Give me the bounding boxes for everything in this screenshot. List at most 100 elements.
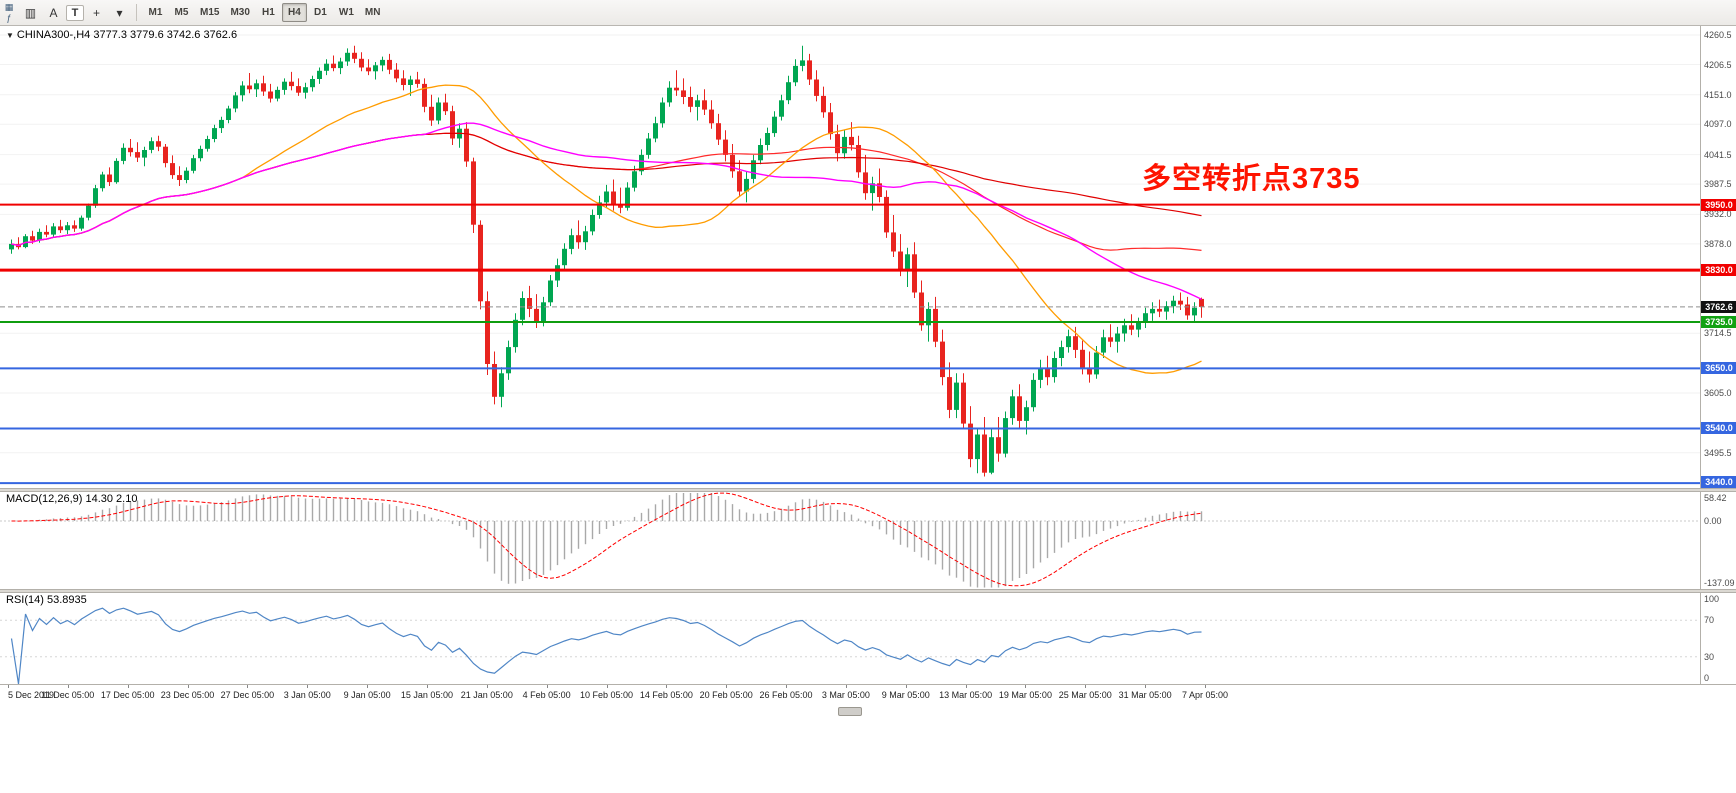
- price-tick-label: 3987.5: [1704, 179, 1732, 190]
- price-badge-3950.0: 3950.0: [1701, 198, 1736, 211]
- chart-grid-icon[interactable]: ▦: [4, 1, 14, 12]
- rsi-scale-label: 0: [1704, 673, 1710, 683]
- time-tick: [726, 685, 728, 688]
- time-tick: [1205, 685, 1206, 688]
- price-badge-3830.0: 3830.0: [1701, 264, 1736, 277]
- toolbar-separator: [136, 4, 137, 21]
- macd-canvas[interactable]: [0, 492, 1700, 589]
- time-tick: [67, 685, 69, 688]
- time-axis-label: 31 Mar 05:00: [1118, 690, 1172, 700]
- timeframe-button-m15[interactable]: M15: [200, 7, 220, 18]
- time-axis-label: 9 Mar 05:00: [881, 690, 930, 700]
- price-tick-label: 3495.5: [1704, 447, 1732, 458]
- rsi-label: RSI(14) 53.8935: [6, 594, 87, 606]
- time-tick: [546, 685, 548, 688]
- time-tick: [187, 685, 189, 688]
- cursor-tool-icon[interactable]: A: [49, 5, 58, 20]
- rsi-scale-label: 100: [1704, 594, 1720, 604]
- time-axis-label: 14 Feb 05:00: [639, 690, 693, 700]
- price-tick-label: 4206.5: [1704, 59, 1732, 70]
- time-axis-label: 3 Mar 05:00: [821, 690, 870, 700]
- time-axis-label: 25 Mar 05:00: [1058, 690, 1112, 700]
- ma-line-fast-orange: [11, 84, 1202, 374]
- text-tool-icon[interactable]: T: [66, 4, 84, 21]
- macd-signal-line: [11, 492, 1202, 587]
- price-badge-3762.6: 3762.6: [1701, 300, 1736, 313]
- price-tick-label: 4097.0: [1704, 119, 1732, 130]
- macd-axis[interactable]: 58.42 0.00 -137.09: [1700, 492, 1736, 589]
- chart-dropdown-icon[interactable]: ▼: [6, 31, 14, 40]
- timeframe-button-m30[interactable]: M30: [230, 7, 250, 18]
- time-axis-label: 20 Feb 05:00: [699, 690, 753, 700]
- rsi-canvas[interactable]: [0, 593, 1700, 684]
- timeframe-button-w1[interactable]: W1: [338, 7, 354, 18]
- time-tick: [8, 685, 9, 688]
- scrollbar-thumb[interactable]: [838, 707, 862, 716]
- time-axis-label: 5 Dec 2019: [8, 690, 55, 700]
- time-tick: [486, 685, 488, 688]
- rsi-axis[interactable]: 100 70 30 0: [1700, 593, 1736, 684]
- price-tick-label: 3714.5: [1704, 328, 1732, 339]
- chart-annotation-text[interactable]: 多空转折点3735: [1142, 163, 1361, 195]
- time-axis-label: 7 Apr 05:00: [1181, 690, 1229, 700]
- price-tick-label: 3878.0: [1704, 238, 1732, 249]
- timeframe-button-h1[interactable]: H1: [262, 7, 275, 18]
- time-tick: [426, 685, 428, 688]
- price-chart-canvas[interactable]: [0, 26, 1700, 488]
- panel-splitter-1[interactable]: [0, 488, 1736, 492]
- time-axis-label: 27 Dec 05:00: [220, 690, 275, 700]
- tool-icon-group: ▥ A T + ▾: [20, 3, 130, 23]
- price-tick-label: 4151.0: [1704, 89, 1732, 100]
- price-axis[interactable]: 4260.5 4206.5 4151.0 4097.0 4041.5 3987.5 3932…: [1700, 26, 1736, 488]
- macd-scale-label: 58.42: [1704, 493, 1727, 503]
- rsi-line: [10, 607, 1202, 684]
- price-chart-panel: ▼ CHINA300-,H4 3777.3 3779.6 3742.6 3762.…: [0, 26, 1736, 488]
- time-axis-label: 13 Mar 05:00: [939, 690, 993, 700]
- price-badge-3540.0: 3540.0: [1701, 422, 1736, 435]
- time-tick: [247, 685, 249, 688]
- time-tick: [1085, 685, 1087, 688]
- time-tick: [1145, 685, 1147, 688]
- timeframe-button-m5[interactable]: M5: [174, 7, 189, 18]
- chart-window-icon[interactable]: ▥: [24, 5, 37, 20]
- drawing-tools-dropdown-icon[interactable]: ▾: [116, 5, 123, 20]
- time-axis-label: 19 Mar 05:00: [998, 690, 1052, 700]
- macd-scale-label: -137.09: [1704, 578, 1735, 588]
- chart-title-text: CHINA300-,H4 3777.3 3779.6 3742.6 3762.6: [16, 29, 238, 41]
- time-axis-label: 10 Feb 05:00: [579, 690, 634, 700]
- rsi-scale-label: 70: [1704, 615, 1715, 626]
- timeframe-button-mn[interactable]: MN: [364, 7, 381, 18]
- time-tick: [1025, 685, 1027, 688]
- toolbar: ▦ ƒ ▥ A T + ▾ M1 M5 M15 M30 H1 H4 D1 W1 MN: [0, 0, 1736, 26]
- time-axis-label: 11 Dec 05:00: [41, 690, 95, 700]
- time-axis-label: 17 Dec 05:00: [100, 690, 155, 700]
- macd-scale-label: 0.00: [1704, 515, 1722, 526]
- ma-line-mid-magenta: [11, 122, 1202, 300]
- time-axis-label: 23 Dec 05:00: [160, 690, 215, 700]
- macd-label: MACD(12,26,9) 14.30 2.10: [6, 493, 138, 505]
- price-badge-3440.0: 3440.0: [1701, 476, 1736, 488]
- crosshair-tool-icon[interactable]: +: [92, 5, 100, 20]
- timeframe-button-d1[interactable]: D1: [314, 7, 327, 18]
- time-axis-label: 4 Feb 05:00: [522, 690, 571, 700]
- time-axis-label: 21 Jan 05:00: [460, 690, 513, 700]
- time-tick: [307, 685, 309, 688]
- footer-area: [0, 702, 1736, 793]
- function-icon[interactable]: ƒ: [6, 12, 12, 23]
- panel-splitter-2[interactable]: [0, 589, 1736, 593]
- rsi-scale-label: 30: [1704, 651, 1715, 662]
- timeframe-button-h4[interactable]: H4: [281, 3, 307, 22]
- time-tick: [606, 685, 608, 688]
- time-axis[interactable]: 5 Dec 2019 11 Dec 05:00 17 Dec 05:00 23 Dec…: [0, 684, 1736, 702]
- time-axis-label: 3 Jan 05:00: [283, 690, 331, 700]
- timeframe-button-m1[interactable]: M1: [148, 7, 163, 18]
- time-tick: [786, 685, 788, 688]
- rsi-panel: RSI(14) 53.8935 100 70 30 0: [0, 593, 1736, 684]
- time-axis-label: 9 Jan 05:00: [343, 690, 391, 700]
- time-tick: [367, 685, 369, 688]
- time-axis-label: 15 Jan 05:00: [400, 690, 453, 700]
- time-tick: [845, 685, 847, 688]
- time-axis-label: 26 Feb 05:00: [759, 690, 813, 700]
- price-tick-label: 4041.5: [1704, 149, 1732, 160]
